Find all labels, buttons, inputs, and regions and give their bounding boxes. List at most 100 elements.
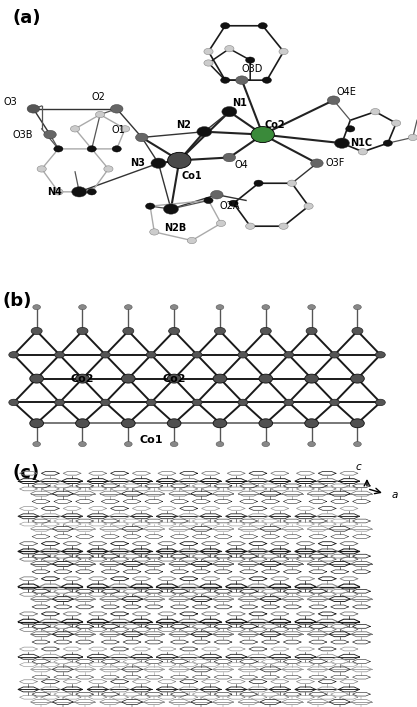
Circle shape (346, 126, 355, 132)
Text: O3D: O3D (241, 64, 263, 74)
Circle shape (236, 76, 248, 84)
Text: O2: O2 (91, 93, 105, 103)
Text: (a): (a) (13, 8, 41, 27)
Circle shape (371, 108, 380, 115)
Circle shape (31, 327, 42, 334)
Circle shape (358, 148, 367, 155)
Circle shape (124, 442, 132, 447)
Circle shape (354, 442, 361, 447)
Text: O4: O4 (235, 160, 249, 170)
Circle shape (151, 158, 166, 168)
Circle shape (30, 419, 43, 428)
Circle shape (95, 112, 105, 117)
Circle shape (214, 327, 226, 334)
Circle shape (383, 140, 392, 146)
Circle shape (306, 327, 317, 334)
Circle shape (279, 48, 288, 54)
Circle shape (351, 374, 364, 383)
Circle shape (33, 442, 40, 447)
Circle shape (75, 419, 89, 428)
Circle shape (238, 351, 248, 358)
Circle shape (70, 126, 80, 132)
Circle shape (262, 442, 270, 447)
Circle shape (213, 374, 227, 383)
Circle shape (251, 127, 274, 143)
Circle shape (27, 105, 40, 113)
Circle shape (216, 305, 224, 310)
Circle shape (225, 45, 234, 52)
Circle shape (304, 203, 313, 209)
Circle shape (259, 419, 273, 428)
Circle shape (351, 419, 364, 428)
Text: N2: N2 (176, 119, 191, 129)
Circle shape (334, 138, 349, 148)
Circle shape (187, 238, 196, 244)
Circle shape (100, 399, 111, 406)
Circle shape (146, 399, 156, 406)
Circle shape (327, 96, 340, 105)
Circle shape (192, 351, 202, 358)
Circle shape (246, 57, 255, 64)
Circle shape (216, 442, 224, 447)
Circle shape (79, 305, 86, 310)
Circle shape (279, 223, 288, 229)
Circle shape (170, 442, 178, 447)
Circle shape (146, 203, 155, 209)
Circle shape (392, 120, 401, 127)
Circle shape (121, 419, 135, 428)
Circle shape (192, 399, 202, 406)
Circle shape (329, 351, 339, 358)
Circle shape (216, 220, 226, 226)
Circle shape (204, 60, 213, 66)
Text: O3F: O3F (326, 158, 345, 168)
Circle shape (246, 223, 255, 229)
Text: O3: O3 (4, 97, 17, 107)
Circle shape (87, 189, 96, 195)
Circle shape (124, 305, 132, 310)
Circle shape (163, 204, 178, 214)
Circle shape (305, 374, 319, 383)
Circle shape (37, 165, 46, 172)
Circle shape (408, 134, 417, 141)
Circle shape (305, 419, 319, 428)
Text: Co2: Co2 (265, 119, 286, 129)
Circle shape (9, 351, 19, 358)
Circle shape (337, 140, 347, 146)
Text: N2B: N2B (164, 223, 186, 233)
Text: (b): (b) (2, 292, 32, 310)
Circle shape (211, 190, 223, 199)
Circle shape (54, 189, 63, 195)
Circle shape (30, 374, 43, 383)
Circle shape (100, 351, 111, 358)
Circle shape (238, 399, 248, 406)
Circle shape (287, 180, 296, 187)
Circle shape (375, 351, 385, 358)
Circle shape (104, 165, 113, 172)
Circle shape (221, 23, 230, 29)
Circle shape (284, 351, 294, 358)
Circle shape (167, 419, 181, 428)
Circle shape (262, 77, 271, 83)
Circle shape (204, 197, 213, 204)
Circle shape (112, 146, 121, 152)
Circle shape (9, 399, 19, 406)
Circle shape (167, 374, 181, 383)
Circle shape (221, 77, 230, 83)
Circle shape (259, 374, 273, 383)
Circle shape (284, 399, 294, 406)
Circle shape (197, 127, 212, 137)
Text: Co2: Co2 (162, 373, 186, 384)
Circle shape (213, 419, 227, 428)
Text: (c): (c) (13, 464, 40, 481)
Text: O4E: O4E (336, 87, 356, 97)
Circle shape (260, 327, 271, 334)
Circle shape (258, 23, 267, 29)
Text: Co1: Co1 (181, 171, 202, 181)
Text: O3B: O3B (13, 129, 33, 139)
Circle shape (168, 327, 180, 334)
Circle shape (308, 442, 315, 447)
Circle shape (123, 327, 134, 334)
Text: c: c (356, 462, 362, 472)
Circle shape (121, 126, 130, 132)
Circle shape (44, 130, 56, 139)
